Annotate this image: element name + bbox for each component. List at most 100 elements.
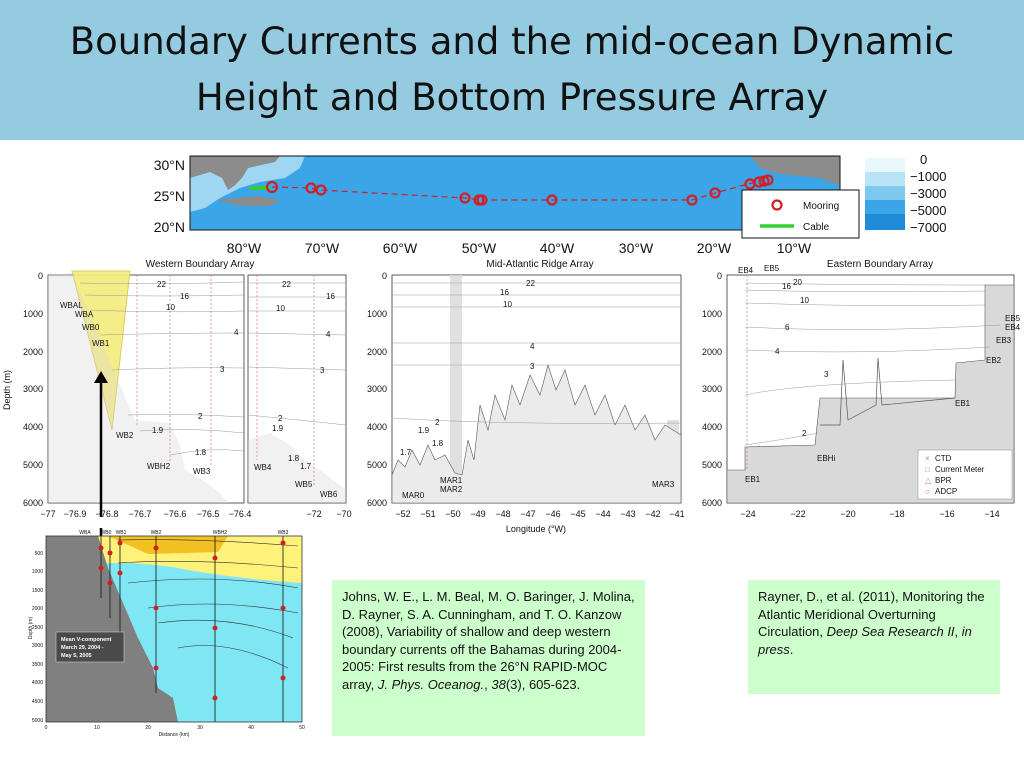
western-ylabel: Depth (m) xyxy=(2,370,12,410)
mid-bathymetry xyxy=(391,363,682,504)
mooring-map: 30°N 25°N 20°N 80°W 70°W 60°W 50°W 40°W … xyxy=(130,148,960,258)
y-tick: 0 xyxy=(382,271,387,281)
mooring-label: MAR3 xyxy=(652,480,675,489)
western-x-ticks: −77 −76.9 −76.8 −76.7 −76.6 −76.5 −76.4 xyxy=(40,509,251,519)
mooring-label: EBHi xyxy=(817,454,835,463)
x-tick: −24 xyxy=(740,509,755,519)
contour-label: 6 xyxy=(785,323,790,332)
contour-label: 16 xyxy=(782,282,791,291)
contour-label: 1.9 xyxy=(272,424,284,433)
section-plots: Western Boundary Array Depth (m) 0 1000 … xyxy=(0,255,1024,535)
western-contours-right xyxy=(247,282,347,426)
y-tick: 2000 xyxy=(32,606,43,612)
eastern-title: Eastern Boundary Array xyxy=(827,259,933,270)
contour-label: 4 xyxy=(775,347,780,356)
x-tick: 20 xyxy=(145,725,151,731)
colorbar-band xyxy=(865,158,905,172)
lat-25: 25°N xyxy=(154,188,185,204)
x-tick: −51 xyxy=(420,509,435,519)
caption-line: March 29, 2004 - xyxy=(61,645,104,651)
inset-topography xyxy=(46,536,178,722)
x-tick: −47 xyxy=(520,509,535,519)
mid-x-ticks: −52 −51 −50 −49 −48 −47 −46 −45 −44 −43 … xyxy=(395,509,684,519)
x-tick: −76.9 xyxy=(64,509,87,519)
mooring-label: EB1 xyxy=(955,399,971,408)
mooring-marker xyxy=(546,194,558,206)
contour-label: 16 xyxy=(326,292,335,301)
mooring-marker xyxy=(686,194,698,206)
inset-mooring-label: WB2 xyxy=(151,530,162,536)
velocity-inset: WBA WB0 WB1 WB2 WBH2 WB3 500 1000 1500 2… xyxy=(28,528,310,738)
mooring-label: MAR1 xyxy=(440,476,463,485)
slide-title: Boundary Currents and the mid-ocean Dyna… xyxy=(0,14,1024,126)
mooring-label: WB0 xyxy=(82,323,100,332)
colorbar-label-5000: −5000 xyxy=(910,203,947,218)
contour-label: 20 xyxy=(793,278,802,287)
contour-line xyxy=(117,561,299,569)
y-tick: 5000 xyxy=(23,460,43,470)
instrument-dot xyxy=(153,665,159,671)
johns-volume: 38 xyxy=(491,676,506,692)
y-tick: 500 xyxy=(35,551,44,557)
western-mooring-lines xyxy=(136,275,212,465)
y-tick: 4000 xyxy=(23,422,43,432)
instrument-dot xyxy=(280,675,286,681)
title-line-2: Height and Bottom Pressure Array xyxy=(195,76,829,119)
contour-label: 2 xyxy=(802,429,807,438)
x-tick: −48 xyxy=(495,509,510,519)
x-tick: −50 xyxy=(445,509,460,519)
johns-pages: (3), 605-623. xyxy=(505,676,581,692)
x-tick: 50 xyxy=(299,725,305,731)
inset-instruments xyxy=(98,540,286,701)
x-tick: −14 xyxy=(984,509,999,519)
y-tick: 2000 xyxy=(23,347,43,357)
mooring-label: WB3 xyxy=(193,467,211,476)
contour-line xyxy=(177,645,289,669)
mid-title: Mid-Atlantic Ridge Array xyxy=(486,259,593,270)
inset-top-labels: WBA WB0 WB1 WB2 WBH2 WB3 xyxy=(79,530,288,536)
x-tick: −77 xyxy=(40,509,55,519)
western-x-ticks-right: −72 −70 xyxy=(306,509,351,519)
instrument-dot xyxy=(280,605,286,611)
y-tick: 2500 xyxy=(32,625,43,631)
eastern-labels: 20 16 10 6 4 3 2 EB4 EB5 EB5 EB4 EB3 EB2… xyxy=(738,264,1021,484)
contour-label: 10 xyxy=(276,304,285,313)
x-tick: −44 xyxy=(595,509,610,519)
y-tick: 0 xyxy=(717,271,722,281)
contour-label: 4 xyxy=(234,328,239,337)
contour-label: 3 xyxy=(320,366,325,375)
contour-label: 1.7 xyxy=(400,448,412,457)
lat-30: 30°N xyxy=(154,157,185,173)
x-tick: −16 xyxy=(939,509,954,519)
y-tick: 3000 xyxy=(32,643,43,649)
y-tick: 5000 xyxy=(702,460,722,470)
legend-bpr: BPR xyxy=(935,476,952,485)
legend-cable-label: Cable xyxy=(803,222,830,233)
reference-rayner-2011: Rayner, D., et al. (2011), Monitoring th… xyxy=(748,580,1000,694)
y-tick: 3000 xyxy=(23,384,43,394)
contour-label: 1.8 xyxy=(288,454,300,463)
y-tick: 1000 xyxy=(23,309,43,319)
contour-label: 3 xyxy=(220,365,225,374)
x-tick: −52 xyxy=(395,509,410,519)
mooring-marker xyxy=(315,184,327,196)
contour-label: 16 xyxy=(500,288,509,297)
current-meter-marker: □ xyxy=(925,465,930,474)
lon-10: 10°W xyxy=(777,240,812,256)
contour-line xyxy=(84,294,245,297)
lon-70: 70°W xyxy=(305,240,340,256)
y-tick: 1000 xyxy=(32,569,43,575)
y-tick: 3000 xyxy=(702,384,722,394)
y-tick: 3000 xyxy=(367,384,387,394)
eastern-x-ticks: −24 −22 −20 −18 −16 −14 xyxy=(740,509,999,519)
inset-ylabel: Depth (m) xyxy=(28,617,34,640)
x-tick: −18 xyxy=(889,509,904,519)
eastern-seamount xyxy=(820,357,956,426)
eastern-legend xyxy=(917,449,1013,500)
western-bathymetry xyxy=(48,273,230,503)
western-title: Western Boundary Array xyxy=(146,259,255,270)
contour-line xyxy=(157,619,294,639)
lon-60: 60°W xyxy=(383,240,418,256)
y-tick: 5000 xyxy=(367,460,387,470)
instrument-dot xyxy=(98,545,104,551)
